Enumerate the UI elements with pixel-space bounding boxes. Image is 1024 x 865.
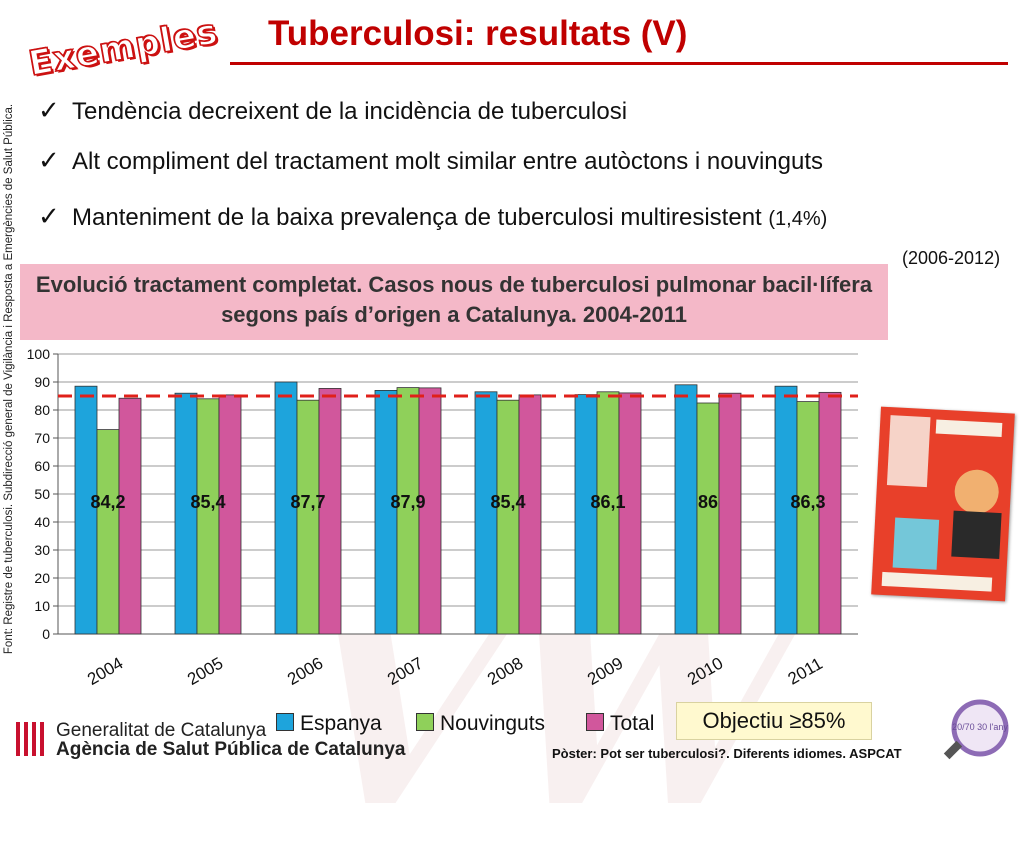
magnifier-badge-icon: 20/70 30 l'any: [943, 699, 1009, 760]
footer-org-line2: Agència de Salut Pública de Catalunya: [56, 739, 406, 760]
x-tick-label: 2009: [584, 654, 626, 689]
total-data-label: 86,1: [590, 492, 625, 512]
x-tick-label: 2006: [284, 654, 326, 689]
bar-nouvinguts-2006: [296, 399, 320, 635]
legend-total: Total: [586, 712, 654, 736]
bar-nouvinguts-2011: [796, 401, 820, 635]
y-tick-label: 60: [34, 458, 50, 474]
x-tick-label: 2010: [684, 654, 726, 689]
bullet-2-text: Alt compliment del tractament molt simil…: [72, 148, 823, 175]
y-tick-label: 0: [42, 626, 50, 642]
checkmark-icon: ✓: [38, 96, 60, 126]
poster-face: [954, 469, 999, 514]
bullet-1-text: Tendència decreixent de la incidència de…: [72, 98, 628, 125]
bar-espanya-2007: [374, 390, 398, 635]
bar-espanya-2009: [574, 394, 598, 635]
legend-label-total: Total: [610, 712, 655, 735]
total-data-label: 85,4: [490, 492, 525, 512]
bar-nouvinguts-2008: [496, 399, 520, 635]
y-tick-label: 40: [34, 514, 50, 530]
bar-chart: 0 10 20 30 40 50 60 70 80 90 100 2004 84,2 2005 85,4 20…: [27, 346, 858, 689]
bar-total-2004: [118, 397, 142, 635]
y-tick-label: 100: [27, 346, 51, 362]
poster-xray: [951, 510, 1002, 560]
x-tick-label: 2011: [785, 654, 826, 689]
poster-footer: [881, 571, 993, 592]
total-data-label: 84,2: [90, 492, 125, 512]
bar-espanya-2010: [674, 384, 698, 635]
y-tick-label: 80: [34, 402, 50, 418]
bar-total-2005: [218, 394, 242, 635]
poster-figure: [892, 517, 940, 570]
title-underline: [230, 62, 1008, 65]
bar-espanya-2005: [174, 392, 198, 635]
chart-title-box: [20, 264, 888, 340]
bar-espanya-2008: [474, 391, 498, 635]
legend-swatch-nouvinguts: [416, 713, 434, 731]
legend-label-nouvinguts: Nouvinguts: [440, 712, 546, 735]
chart-title: Evolució tractament completat. Casos nou…: [35, 272, 873, 327]
legend-label-espanya: Espanya: [300, 712, 382, 735]
legend-swatch-espanya: [276, 713, 294, 731]
y-tick-label: 50: [34, 486, 50, 502]
footer-poster-note: Pòster: Pot ser tuberculosi?. Diferents …: [552, 746, 902, 761]
poster-illustration: [881, 415, 1003, 592]
bar-total-2009: [618, 392, 642, 635]
bar-nouvinguts-2004: [96, 429, 120, 635]
slide-title: Tuberculosi: resultats (V): [268, 14, 688, 53]
total-data-label: 86,3: [790, 492, 825, 512]
examples-stamp: Exemples: [25, 11, 221, 85]
footer-org-line1: Generalitat de Catalunya: [56, 720, 267, 741]
legend-nouvinguts: Nouvinguts: [416, 712, 545, 736]
y-tick-label: 70: [34, 430, 50, 446]
y-tick-label: 90: [34, 374, 50, 390]
bullet-3: ✓ Manteniment de la baixa prevalença de t…: [38, 202, 827, 232]
x-tick-label: 2005: [184, 654, 226, 689]
bar-total-2006: [318, 388, 342, 635]
poster-text-panel: [886, 415, 931, 488]
legend-swatch-total: [586, 713, 604, 731]
checkmark-icon: ✓: [38, 202, 60, 232]
bar-nouvinguts-2005: [196, 398, 220, 635]
total-data-label: 86: [698, 492, 718, 512]
bullet-3-note: (1,4%): [768, 208, 828, 230]
total-data-label: 87,7: [290, 492, 325, 512]
generalitat-logo: [14, 720, 48, 760]
x-tick-label: 2007: [384, 654, 426, 689]
poster-thumbnail: [871, 406, 1015, 602]
period-note: (2006-2012): [902, 248, 1001, 268]
bar-total-2010: [718, 392, 742, 635]
bar-nouvinguts-2009: [596, 391, 620, 635]
bar-total-2008: [518, 394, 542, 635]
bullet-1: ✓ Tendència decreixent de la incidència d…: [38, 96, 627, 126]
y-tick-label: 20: [34, 570, 50, 586]
total-data-label: 85,4: [190, 492, 225, 512]
badge-text: 20/70 30 l'any: [952, 722, 1008, 732]
checkmark-icon: ✓: [38, 146, 60, 176]
bar-nouvinguts-2010: [696, 402, 720, 635]
bullet-2: ✓ Alt compliment del tractament molt simi…: [38, 146, 823, 176]
total-data-label: 87,9: [390, 492, 425, 512]
y-tick-label: 30: [34, 542, 50, 558]
bar-total-2011: [818, 391, 842, 635]
x-tick-label: 2004: [84, 654, 126, 689]
y-tick-label: 10: [34, 598, 50, 614]
poster-text-block: [935, 419, 1003, 437]
objective-box: Objectiu ≥85%: [676, 702, 872, 740]
bar-total-2007: [418, 387, 442, 635]
legend-espanya: Espanya: [276, 712, 382, 736]
bullet-3-text: Manteniment de la baixa prevalença de tu…: [72, 204, 762, 231]
x-tick-label: 2008: [484, 654, 526, 689]
